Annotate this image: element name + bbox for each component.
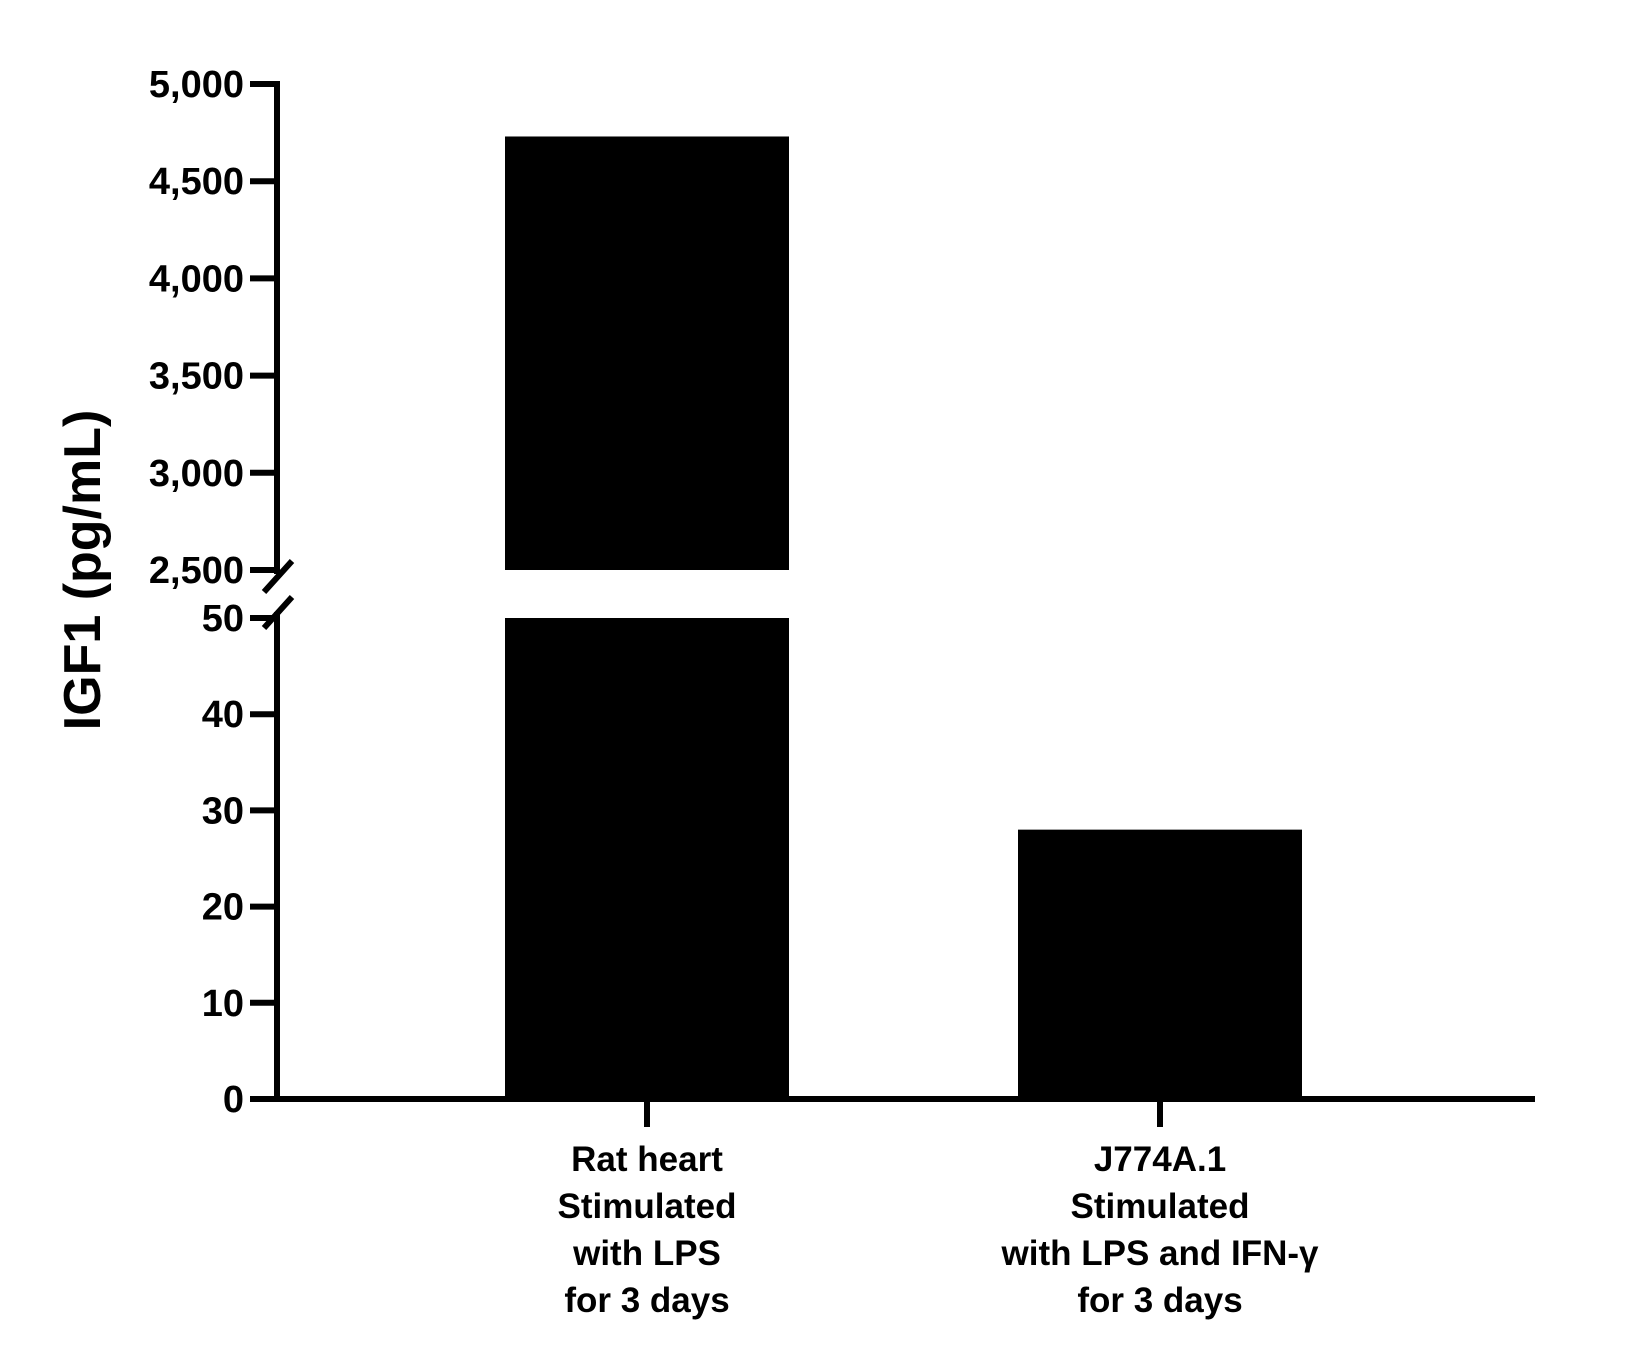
- x-category-label-line: for 3 days: [564, 1281, 729, 1320]
- bar-1-upper: [505, 136, 789, 570]
- y-tick-label: 0: [223, 1079, 244, 1121]
- x-category-label: J774A.1 Stimulated with LPS and IFN-γ for 3…: [1001, 1140, 1319, 1320]
- x-category-label: Rat heart Stimulated with LPS for 3 days: [558, 1140, 737, 1320]
- axis-break-mark-bottom: [261, 594, 295, 631]
- x-category-label-line: with LPS and IFN-γ: [1001, 1234, 1319, 1273]
- x-category-label-line: Stimulated: [558, 1187, 737, 1226]
- y-tick-label: 2,500: [149, 550, 244, 592]
- y-tick-label: 20: [202, 887, 244, 929]
- x-category-label-line: for 3 days: [1077, 1281, 1242, 1320]
- y-tick-label: 4,500: [149, 161, 244, 203]
- y-tick-label: 10: [202, 983, 244, 1025]
- y-tick-label: 50: [202, 598, 244, 640]
- x-category-label-line: with LPS: [572, 1234, 721, 1273]
- x-category-label-line: Stimulated: [1071, 1187, 1250, 1226]
- labels: 0 10 20 30 40 50 2,500 3,000 3,500 4,000 4,500 5,00…: [149, 64, 1319, 1320]
- x-category-label-line: J774A.1: [1094, 1140, 1226, 1179]
- y-tick-label: 3,500: [149, 356, 244, 398]
- bar-1-lower: [505, 618, 789, 1099]
- bars: [505, 136, 1302, 1099]
- y-tick-label: 4,000: [149, 258, 244, 300]
- y-axis-title: IGF1 (pg/mL): [54, 410, 112, 731]
- y-tick-label: 3,000: [149, 453, 244, 495]
- bar-2: [1018, 829, 1302, 1099]
- x-category-label-line: Rat heart: [571, 1140, 723, 1179]
- y-tick-label: 5,000: [149, 64, 244, 106]
- axes: [250, 81, 1535, 1127]
- y-tick-label: 30: [202, 790, 244, 832]
- axis-break-mark-top: [261, 558, 295, 595]
- y-tick-label: 40: [202, 694, 244, 736]
